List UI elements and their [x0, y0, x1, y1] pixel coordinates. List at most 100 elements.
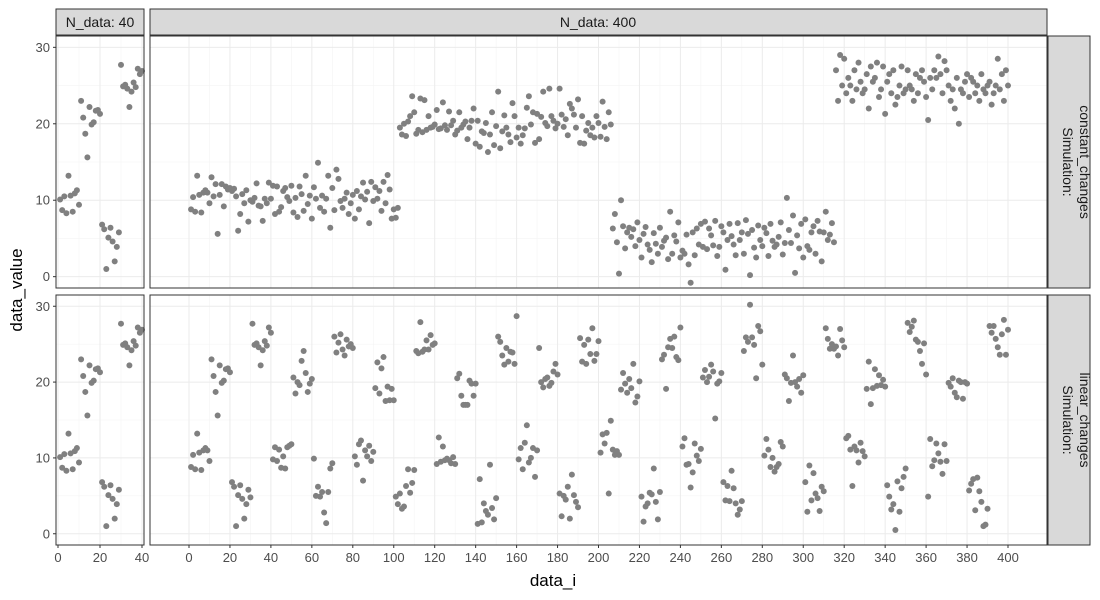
data-point — [331, 333, 338, 340]
data-point — [914, 338, 921, 345]
data-point — [235, 492, 242, 499]
data-point — [847, 82, 854, 89]
data-point — [888, 506, 895, 513]
data-point — [857, 78, 864, 85]
data-point — [933, 440, 940, 447]
x-tick-label: 40 — [135, 550, 149, 565]
data-point — [292, 390, 299, 397]
data-point — [403, 133, 410, 140]
data-point — [855, 59, 862, 66]
data-point — [503, 124, 510, 131]
data-point — [564, 132, 571, 139]
data-point — [908, 323, 915, 330]
data-point — [867, 401, 874, 408]
data-point — [78, 97, 85, 104]
data-point — [341, 195, 348, 202]
data-point — [683, 231, 690, 238]
x-tick-label: 360 — [915, 550, 937, 565]
data-point — [59, 207, 66, 214]
data-point — [636, 378, 643, 385]
data-point — [540, 384, 547, 391]
data-point — [679, 443, 686, 450]
data-point — [259, 347, 266, 354]
data-point — [65, 430, 72, 437]
data-point — [826, 231, 833, 238]
data-point — [478, 519, 485, 526]
data-point — [749, 334, 756, 341]
data-point — [390, 397, 397, 404]
data-point — [304, 388, 311, 395]
panel-constant-n400 — [149, 35, 1048, 289]
data-point — [876, 372, 883, 379]
data-point — [538, 379, 545, 386]
data-point — [339, 204, 346, 211]
data-point — [714, 253, 721, 260]
data-point — [638, 254, 645, 261]
data-point — [378, 207, 385, 214]
data-point — [267, 329, 274, 336]
data-point — [751, 341, 758, 348]
data-point — [697, 445, 704, 452]
data-point — [1000, 97, 1007, 104]
data-point — [671, 232, 678, 239]
data-point — [667, 208, 674, 215]
data-point — [798, 220, 805, 227]
data-point — [618, 386, 625, 393]
x-tick-label: 280 — [751, 550, 773, 565]
data-point — [351, 453, 358, 460]
data-point — [632, 243, 639, 250]
data-point — [816, 508, 823, 514]
data-point — [804, 508, 811, 515]
data-point — [691, 252, 698, 259]
data-point — [560, 123, 567, 130]
data-point — [443, 126, 450, 133]
data-point — [575, 96, 582, 103]
data-point — [808, 497, 815, 504]
data-point — [763, 435, 770, 442]
data-point — [937, 71, 944, 78]
data-point — [113, 243, 120, 250]
data-point — [724, 482, 731, 489]
data-point — [581, 341, 588, 348]
data-point — [452, 460, 459, 467]
data-point — [802, 479, 809, 486]
data-point — [99, 479, 106, 486]
data-point — [360, 477, 367, 484]
col-strip-n40 — [55, 8, 145, 36]
data-point — [609, 225, 616, 232]
data-point — [607, 417, 614, 424]
data-point — [261, 338, 268, 345]
data-point — [263, 200, 270, 207]
data-point — [837, 51, 844, 58]
data-point — [437, 125, 444, 132]
data-point — [247, 494, 254, 501]
data-point — [730, 485, 737, 492]
data-point — [583, 360, 590, 367]
data-point — [761, 224, 768, 231]
data-point — [82, 130, 89, 137]
data-point — [704, 246, 711, 253]
y-tick-label: 30 — [36, 299, 50, 314]
data-point — [194, 172, 201, 179]
data-point — [274, 183, 281, 190]
data-point — [204, 189, 211, 196]
data-point — [708, 361, 715, 368]
data-point — [343, 189, 350, 196]
x-tick-label: 60 — [305, 550, 319, 565]
data-point — [685, 460, 692, 467]
data-point — [226, 369, 233, 376]
data-point — [648, 259, 655, 266]
data-point — [808, 229, 815, 236]
data-point — [312, 195, 319, 202]
data-point — [601, 123, 608, 130]
data-point — [489, 109, 496, 116]
data-point — [323, 195, 330, 202]
data-point — [736, 236, 743, 243]
data-point — [493, 495, 500, 502]
data-point — [630, 360, 637, 367]
data-point — [382, 200, 389, 207]
data-point — [941, 441, 948, 448]
data-point — [237, 482, 244, 489]
data-point — [921, 340, 928, 347]
data-point — [986, 322, 993, 329]
